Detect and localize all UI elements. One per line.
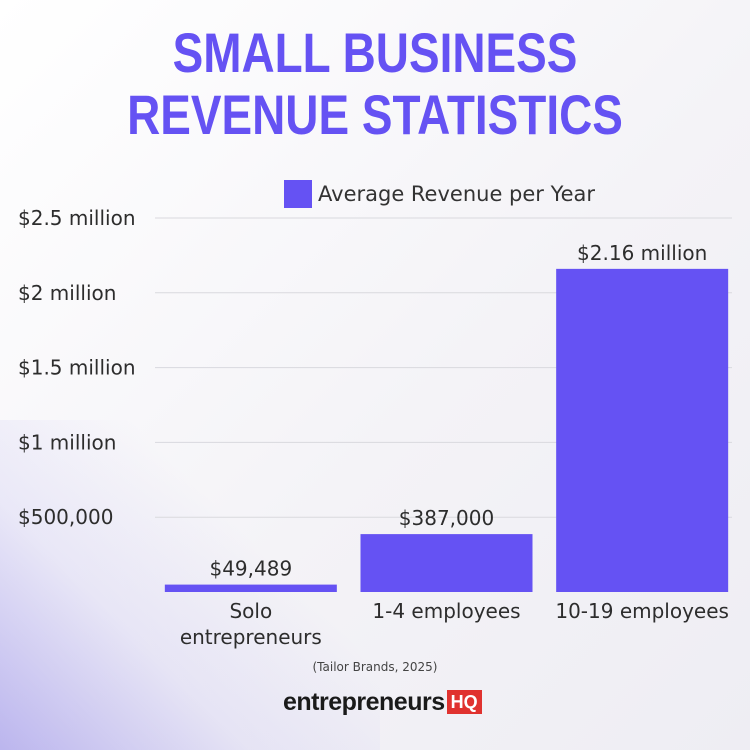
- bar: [556, 268, 729, 592]
- legend-swatch: [284, 180, 312, 208]
- data-labels: $49,489 $387,000 $2.16 million: [209, 241, 707, 581]
- source-note: (Tailor Brands, 2025): [312, 660, 438, 674]
- category-label: 1-4 employees: [372, 599, 520, 623]
- y-tick-label: $1 million: [18, 430, 116, 454]
- y-tick-label: $1.5 million: [18, 356, 136, 380]
- title-line-2: Revenue Statistics: [127, 83, 623, 146]
- bar: [360, 534, 533, 592]
- category-label: Solo: [229, 599, 272, 623]
- bars: [164, 268, 729, 592]
- y-tick-label: $2.5 million: [18, 206, 136, 230]
- chart-title: Small Business Revenue Statistics: [68, 22, 683, 146]
- category-label: entrepreneurs: [180, 625, 322, 649]
- y-tick-label: $2 million: [18, 281, 116, 305]
- logo-badge: HQ: [446, 690, 482, 714]
- legend-label: Average Revenue per Year: [318, 182, 596, 206]
- category-label: 10-19 employees: [555, 599, 729, 623]
- title-line-1: Small Business: [172, 21, 578, 84]
- brand-logo: entrepreneurs HQ: [283, 686, 482, 718]
- logo-word: entrepreneurs: [283, 687, 445, 716]
- y-axis-ticks: $500,000 $1 million $1.5 million $2 million…: [18, 206, 136, 529]
- legend: Average Revenue per Year: [284, 178, 595, 210]
- bar: [164, 584, 337, 592]
- data-label: $2.16 million: [577, 241, 707, 265]
- data-label: $49,489: [209, 557, 292, 581]
- data-label: $387,000: [399, 506, 494, 530]
- y-tick-label: $500,000: [18, 505, 113, 529]
